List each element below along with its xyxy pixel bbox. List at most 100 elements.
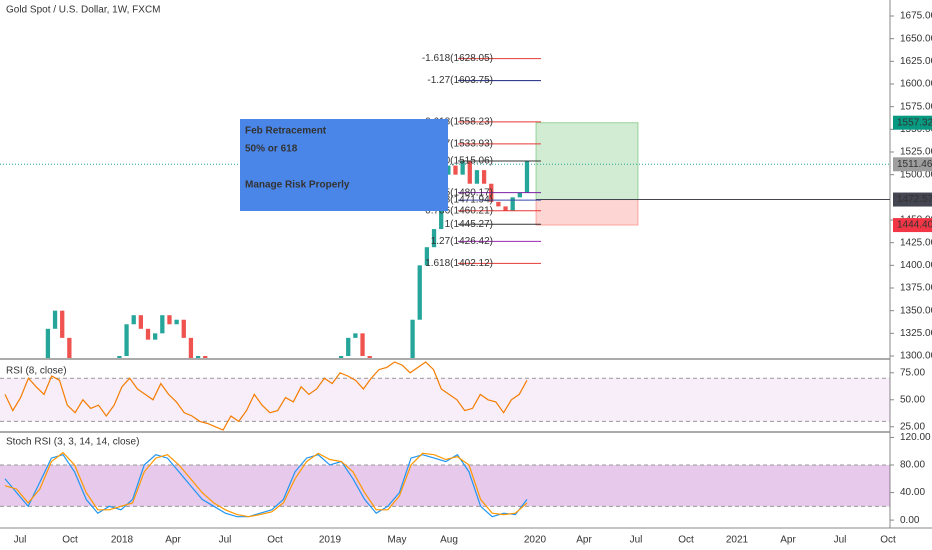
y-tick-label: 50.00 xyxy=(900,394,925,405)
stoch-title: Stoch RSI (3, 3, 14, 14, close) xyxy=(6,437,139,448)
candle xyxy=(67,337,72,358)
candle xyxy=(524,161,530,193)
rsi-band xyxy=(0,378,890,422)
candle xyxy=(367,356,372,358)
candle xyxy=(203,356,208,358)
x-tick-label: Oct xyxy=(678,535,694,546)
candle xyxy=(467,161,472,184)
stoch-line xyxy=(4,453,528,518)
candle xyxy=(517,192,522,198)
candle xyxy=(503,206,508,211)
candle xyxy=(174,319,179,325)
annotation-text: 50% or 618 xyxy=(245,144,298,155)
price-badge xyxy=(893,192,932,207)
price-badge-label: 1511.46 xyxy=(897,159,932,170)
candle xyxy=(131,315,136,325)
x-tick-label: Jul xyxy=(834,535,847,546)
fib-label: -0.618(1558.23) xyxy=(422,117,493,128)
y-tick-label: 1425.00 xyxy=(900,237,932,248)
y-tick-label: 1325.00 xyxy=(900,328,932,339)
y-tick-label: 25.00 xyxy=(900,421,925,432)
stoch-line xyxy=(4,451,528,518)
candle xyxy=(424,247,430,266)
candle xyxy=(346,337,351,356)
rsi-line xyxy=(4,361,528,431)
x-tick-label: 2018 xyxy=(111,535,134,546)
fib-label: 0.5(1480.17) xyxy=(436,187,493,198)
y-tick-label: 1600.00 xyxy=(900,79,932,90)
candle xyxy=(117,356,122,358)
stoch-band xyxy=(0,465,890,507)
fib-label: -1.618(1628.05) xyxy=(422,53,493,64)
candle xyxy=(510,197,515,211)
candle xyxy=(138,315,144,329)
y-tick-label: 1350.00 xyxy=(900,305,932,316)
y-tick-label: 1575.00 xyxy=(900,101,932,112)
candle xyxy=(481,170,487,184)
y-tick-label: 1300.00 xyxy=(900,351,932,362)
rsi-title: RSI (8, close) xyxy=(6,366,67,377)
candle xyxy=(431,229,437,248)
candle xyxy=(153,333,158,340)
candle xyxy=(160,315,165,334)
x-tick-label: Apr xyxy=(780,535,796,546)
candle xyxy=(52,310,58,329)
y-tick-label: 1400.00 xyxy=(900,260,932,271)
candle xyxy=(124,324,129,356)
fib-label: 0.618(1471.94) xyxy=(425,195,493,206)
y-tick-label: 1525.00 xyxy=(900,147,932,158)
candle xyxy=(453,165,458,175)
y-tick-label: 1375.00 xyxy=(900,283,932,294)
x-tick-label: Oct xyxy=(267,535,283,546)
x-tick-label: 2021 xyxy=(726,535,749,546)
x-tick-label: Jul xyxy=(219,535,232,546)
candle xyxy=(410,319,415,358)
candle xyxy=(167,315,172,325)
x-tick-label: Aug xyxy=(440,535,458,546)
price-badge-label: 1557.32 xyxy=(897,117,932,128)
x-tick-label: Jul xyxy=(14,535,27,546)
candle xyxy=(353,333,358,338)
candle xyxy=(496,201,501,207)
y-tick-label: 40.00 xyxy=(900,487,925,498)
x-tick-label: 2020 xyxy=(524,535,547,546)
candle xyxy=(145,328,151,340)
x-tick-label: Oct xyxy=(62,535,78,546)
price-badge-label: 1472.57 xyxy=(897,194,932,205)
candle xyxy=(181,319,186,338)
candle xyxy=(460,161,465,175)
x-tick-label: Apr xyxy=(576,535,592,546)
fib-label: 1.27(1426.42) xyxy=(431,236,493,247)
reward-zone xyxy=(535,122,639,201)
candle xyxy=(60,310,65,338)
chart-title: Gold Spot / U.S. Dollar, 1W, FXCM xyxy=(6,5,161,16)
candle xyxy=(360,333,365,356)
x-tick-label: Oct xyxy=(880,535,896,546)
price-badge xyxy=(893,218,932,233)
x-tick-label: Jul xyxy=(630,535,643,546)
risk-zone xyxy=(535,199,639,226)
y-tick-label: 120.00 xyxy=(900,432,931,443)
price-badge xyxy=(893,115,932,130)
price-badge xyxy=(893,157,932,172)
annotation-box xyxy=(240,119,448,211)
price-badge-label: 1444.40 xyxy=(897,220,932,231)
fib-label: -1.27(1603.75) xyxy=(427,75,493,86)
y-tick-label: 80.00 xyxy=(900,460,925,471)
candle xyxy=(188,337,194,358)
y-tick-label: 0.00 xyxy=(900,515,920,526)
candle xyxy=(338,356,344,358)
x-tick-label: Apr xyxy=(165,535,181,546)
candle xyxy=(446,165,451,175)
x-tick-label: May xyxy=(388,535,407,546)
y-tick-label: 1625.00 xyxy=(900,56,932,67)
fib-label: 0(1515.06) xyxy=(445,156,493,167)
fib-label: 1.618(1402.12) xyxy=(425,258,493,269)
annotation-text: Manage Risk Properly xyxy=(245,180,350,191)
y-tick-label: 1675.00 xyxy=(900,11,932,22)
x-tick-label: 2019 xyxy=(319,535,342,546)
candle xyxy=(417,265,422,320)
y-tick-label: 1500.00 xyxy=(900,169,932,180)
fib-label: 0.786(1460.21) xyxy=(425,205,493,216)
